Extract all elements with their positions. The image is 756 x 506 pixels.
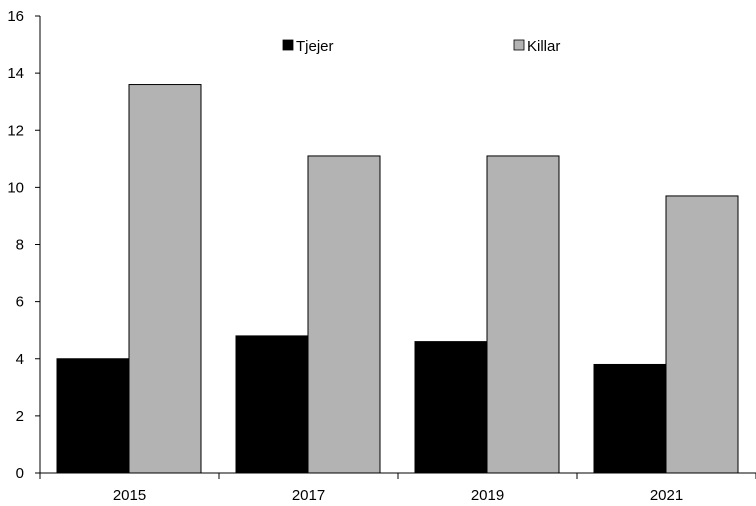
bar-tjejer-2015: [56, 358, 130, 474]
bars-layer: [56, 84, 739, 474]
y-tick-label: 2: [16, 408, 24, 425]
legend: Tjejer Killar: [282, 38, 560, 55]
legend-label-tjejer: Tjejer: [296, 38, 334, 55]
bar-killar-2021: [665, 195, 739, 474]
bar-killar-2015: [128, 84, 202, 474]
bar-killar-2017: [307, 155, 381, 474]
y-tick-label: 12: [7, 122, 24, 139]
x-tick-label: 2019: [471, 487, 504, 504]
y-tick-label: 4: [16, 351, 24, 368]
y-tick-label: 6: [16, 294, 24, 311]
bar-tjejer-2019: [414, 341, 488, 474]
y-tick-label: 14: [7, 65, 24, 82]
legend-swatch-killar: [513, 39, 525, 51]
y-tick-label: 0: [16, 465, 24, 482]
y-tick-label: 16: [7, 8, 24, 25]
y-tick-label: 10: [7, 179, 24, 196]
x-tick-label: 2015: [113, 487, 146, 504]
bar-killar-2019: [486, 155, 560, 474]
y-axis-ticks: 0 2 4 6 8 10 12 14 16: [7, 8, 40, 482]
x-axis-ticks: 2015 2017 2019 2021: [39, 473, 756, 504]
legend-swatch-tjejer: [282, 39, 294, 51]
y-tick-label: 8: [16, 237, 24, 254]
bar-tjejer-2021: [593, 363, 667, 474]
bar-tjejer-2017: [235, 335, 309, 474]
x-tick-label: 2021: [650, 487, 683, 504]
x-tick-label: 2017: [292, 487, 325, 504]
legend-label-killar: Killar: [527, 38, 560, 55]
